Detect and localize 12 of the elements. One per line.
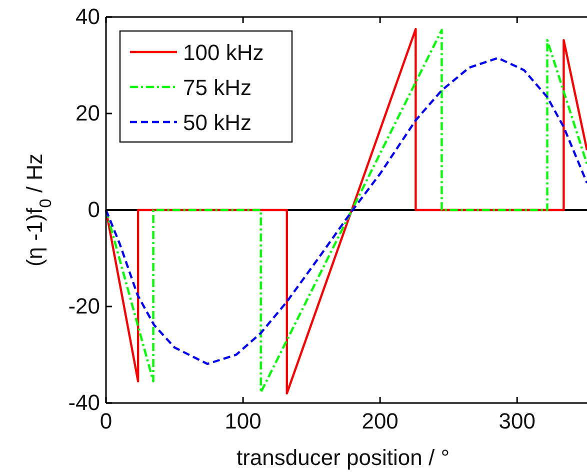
y-tick-label: -20 [68,294,100,319]
legend-label: 75 kHz [183,75,252,100]
x-tick-label: 200 [362,408,398,434]
y-tick-label: 20 [76,100,100,126]
y-tick-label: -40 [68,390,100,416]
x-axis-title: transducer position / ° [236,445,450,470]
y-tick-label: 40 [76,4,100,30]
legend-label: 50 kHz [183,110,252,135]
x-tick-label: 300 [498,408,536,434]
y-tick-label: 0 [88,197,100,222]
legend-label: 100 kHz [183,40,264,65]
x-tick-label: 100 [224,408,262,434]
